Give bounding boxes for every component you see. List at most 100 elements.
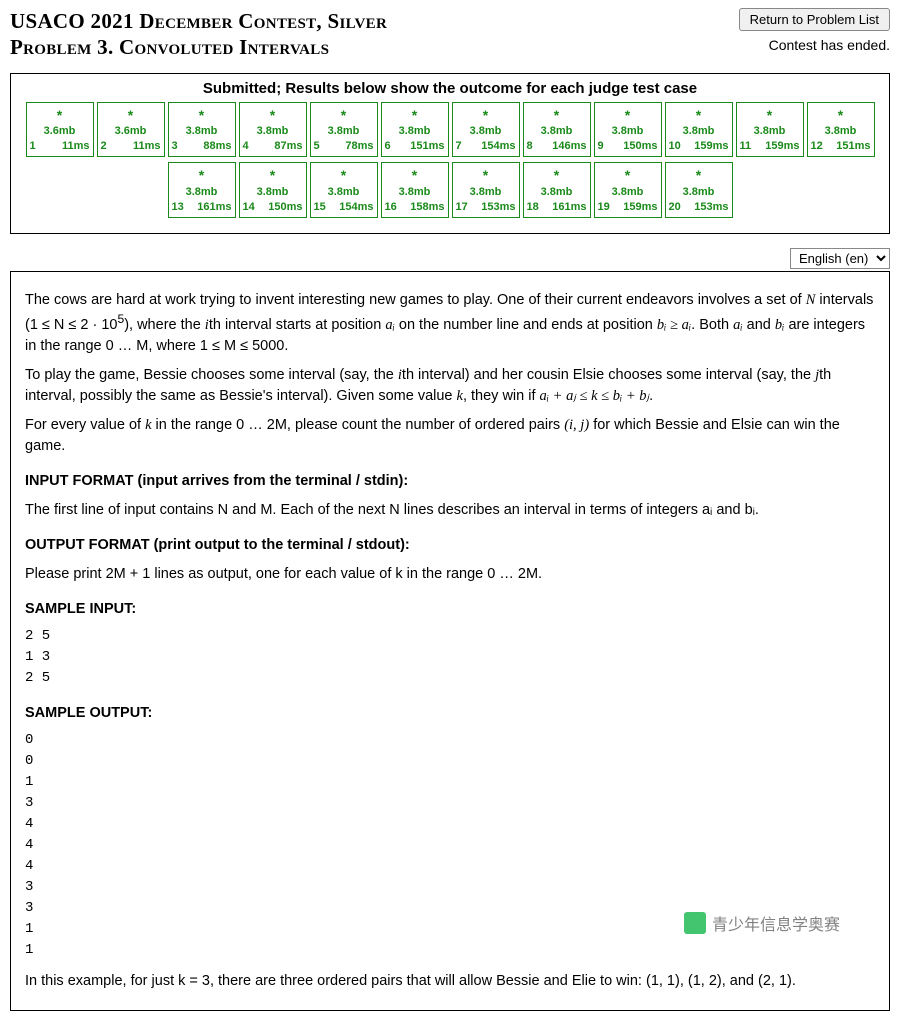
testcase-box: *3.8mb487ms (239, 102, 307, 158)
testcase-time: 146ms (552, 139, 586, 154)
testcase-time: 161ms (197, 200, 231, 215)
testcase-box: *3.6mb1 11ms (26, 102, 94, 158)
testcase-status-icon: * (170, 166, 234, 185)
testcase-time: 150ms (268, 200, 302, 215)
results-panel: Submitted; Results below show the outcom… (10, 73, 890, 234)
page-header: USACO 2021 December Contest, Silver Prob… (10, 8, 890, 61)
testcase-number: 14 (243, 200, 255, 215)
testcase-status-icon: * (596, 166, 660, 185)
testcase-status-icon: * (312, 106, 376, 125)
testcase-memory: 3.8mb (596, 185, 660, 200)
testcase-memory: 3.8mb (383, 185, 447, 200)
testcase-box: *3.6mb211ms (97, 102, 165, 158)
testcase-box: *3.8mb9150ms (594, 102, 662, 158)
testcase-number: 10 (669, 139, 681, 154)
testcase-memory: 3.8mb (738, 124, 802, 139)
testcase-number: 1 (30, 139, 36, 154)
testcase-row-2: *3.8mb13161ms*3.8mb14150ms*3.8mb15154ms*… (21, 162, 879, 218)
testcase-status-icon: * (170, 106, 234, 125)
testcase-box: *3.8mb11 159ms (736, 102, 804, 158)
testcase-time: 159ms (765, 139, 799, 154)
testcase-number: 15 (314, 200, 326, 215)
testcase-number: 12 (811, 139, 823, 154)
testcase-memory: 3.8mb (454, 124, 518, 139)
testcase-row-1: *3.6mb111ms*3.6mb211ms*3.8mb388ms*3.8mb4… (21, 102, 879, 158)
testcase-memory: 3.8mb (312, 185, 376, 200)
testcase-memory: 3.8mb (241, 124, 305, 139)
title-block: USACO 2021 December Contest, Silver Prob… (10, 8, 387, 61)
testcase-box: *3.8mb19159ms (594, 162, 662, 218)
testcase-number: 2 (101, 139, 107, 154)
testcase-number: 9 (598, 139, 604, 154)
testcase-memory: 3.8mb (241, 185, 305, 200)
testcase-status-icon: * (383, 106, 447, 125)
testcase-memory: 3.8mb (170, 185, 234, 200)
testcase-time: 154ms (339, 200, 373, 215)
testcase-time: 151ms (410, 139, 444, 154)
sample-input: 2 5 1 3 2 5 (25, 626, 875, 689)
testcase-status-icon: * (241, 106, 305, 125)
testcase-time: 78ms (345, 139, 373, 154)
problem-panel: The cows are hard at work trying to inve… (10, 271, 890, 1011)
testcase-box: *3.8mb15 154ms (310, 162, 378, 218)
testcase-number: 13 (172, 200, 184, 215)
testcase-box: *3.8mb7154ms (452, 102, 520, 158)
testcase-time: 161ms (552, 200, 586, 215)
testcase-memory: 3.6mb (28, 124, 92, 139)
language-select[interactable]: English (en) (790, 248, 890, 269)
testcase-memory: 3.8mb (312, 124, 376, 139)
testcase-box: *3.8mb12 151ms (807, 102, 875, 158)
testcase-status-icon: * (241, 166, 305, 185)
testcase-number: 4 (243, 139, 249, 154)
testcase-time: 153ms (481, 200, 515, 215)
testcase-number: 20 (669, 200, 681, 215)
testcase-status-icon: * (383, 166, 447, 185)
testcase-status-icon: * (312, 166, 376, 185)
testcase-status-icon: * (738, 106, 802, 125)
header-right: Return to Problem List Contest has ended… (739, 8, 890, 53)
testcase-number: 6 (385, 139, 391, 154)
testcase-number: 5 (314, 139, 320, 154)
testcase-status-icon: * (28, 106, 92, 125)
testcase-box: *3.8mb16158ms (381, 162, 449, 218)
testcase-number: 17 (456, 200, 468, 215)
testcase-memory: 3.8mb (525, 124, 589, 139)
testcase-time: 11ms (62, 139, 90, 154)
testcase-status-icon: * (809, 106, 873, 125)
testcase-number: 11 (740, 139, 752, 154)
testcase-number: 8 (527, 139, 533, 154)
testcase-status-icon: * (525, 166, 589, 185)
testcase-box: *3.8mb20153ms (665, 162, 733, 218)
watermark-text: 青少年信息学奥赛 (712, 911, 840, 935)
return-to-list-button[interactable]: Return to Problem List (739, 8, 890, 31)
testcase-time: 153ms (694, 200, 728, 215)
contest-status-text: Contest has ended. (739, 37, 890, 53)
testcase-number: 18 (527, 200, 539, 215)
results-title: Submitted; Results below show the outcom… (21, 80, 879, 97)
testcase-time: 154ms (481, 139, 515, 154)
testcase-time: 150ms (623, 139, 657, 154)
output-format-text: Please print 2M + 1 lines as output, one… (25, 564, 875, 585)
testcase-status-icon: * (525, 106, 589, 125)
testcase-memory: 3.8mb (667, 185, 731, 200)
problem-title: Problem 3. Convoluted Intervals (10, 34, 387, 60)
testcase-box: *3.8mb14 150ms (239, 162, 307, 218)
testcase-status-icon: * (454, 166, 518, 185)
testcase-memory: 3.8mb (809, 124, 873, 139)
testcase-box: *3.8mb8 146ms (523, 102, 591, 158)
input-format-text: The first line of input contains N and M… (25, 500, 875, 521)
testcase-memory: 3.6mb (99, 124, 163, 139)
testcase-time: 151ms (836, 139, 870, 154)
example-explanation: In this example, for just k = 3, there a… (25, 971, 875, 992)
testcase-memory: 3.8mb (667, 124, 731, 139)
input-format-header: INPUT FORMAT (input arrives from the ter… (25, 471, 875, 492)
testcase-memory: 3.8mb (454, 185, 518, 200)
watermark-icon (684, 912, 706, 934)
testcase-box: *3.8mb6151ms (381, 102, 449, 158)
language-row: English (en) (10, 248, 890, 269)
testcase-number: 3 (172, 139, 178, 154)
testcase-box: *3.8mb388ms (168, 102, 236, 158)
testcase-number: 7 (456, 139, 462, 154)
testcase-memory: 3.8mb (170, 124, 234, 139)
testcase-number: 19 (598, 200, 610, 215)
